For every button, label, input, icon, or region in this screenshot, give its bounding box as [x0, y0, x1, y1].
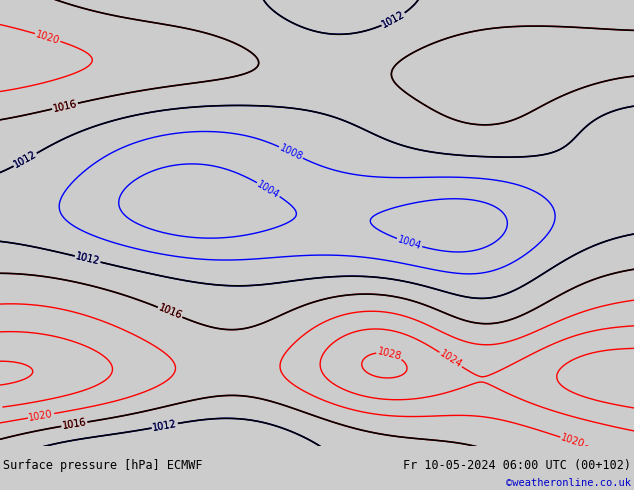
Text: 1012: 1012	[152, 418, 178, 433]
Text: 1020: 1020	[34, 29, 61, 46]
Text: 1004: 1004	[396, 234, 423, 251]
Text: Surface pressure [hPa] ECMWF: Surface pressure [hPa] ECMWF	[3, 459, 203, 472]
Text: Fr 10-05-2024 06:00 UTC (00+102): Fr 10-05-2024 06:00 UTC (00+102)	[403, 459, 631, 472]
Text: 1012: 1012	[380, 9, 406, 30]
Text: 1012: 1012	[12, 149, 39, 170]
Text: 1020: 1020	[560, 433, 586, 450]
Text: 1008: 1008	[278, 143, 304, 162]
Text: 1016: 1016	[61, 417, 87, 431]
Text: 1016: 1016	[52, 98, 78, 114]
Text: 1024: 1024	[0, 402, 2, 415]
Text: 1028: 1028	[377, 346, 403, 362]
Text: 1012: 1012	[74, 251, 101, 267]
Text: 1012: 1012	[380, 9, 406, 30]
Text: 1012: 1012	[12, 149, 39, 170]
Text: ©weatheronline.co.uk: ©weatheronline.co.uk	[506, 478, 631, 488]
Text: 1016: 1016	[157, 303, 183, 321]
Text: 1016: 1016	[52, 98, 78, 114]
Text: 1016: 1016	[157, 303, 183, 321]
Text: 1012: 1012	[152, 418, 178, 433]
Text: 1008: 1008	[136, 475, 162, 490]
Text: 1016: 1016	[61, 417, 87, 431]
Text: 1020: 1020	[28, 409, 54, 423]
Text: 1012: 1012	[74, 251, 101, 267]
Text: 1024: 1024	[437, 349, 463, 370]
Text: 1004: 1004	[256, 179, 281, 200]
